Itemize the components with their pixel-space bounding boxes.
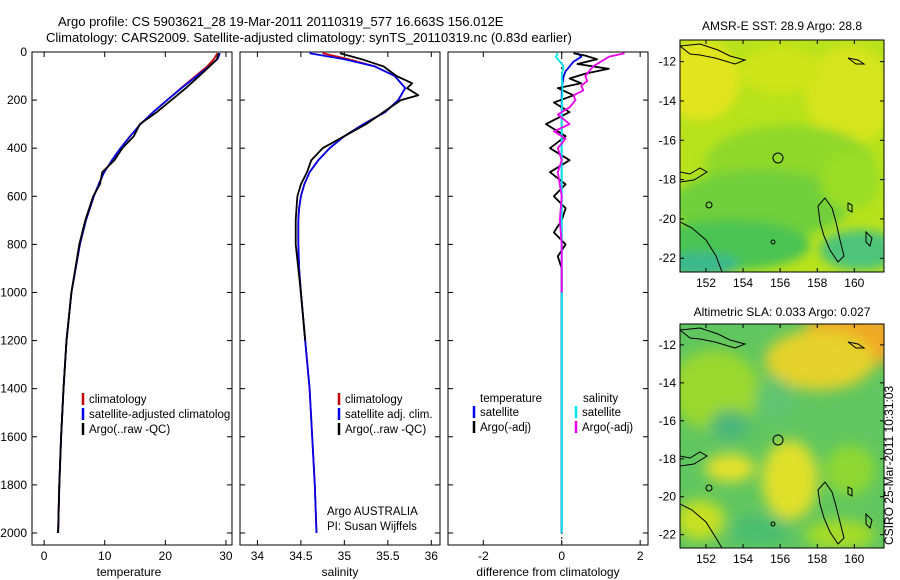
depth-tick-label: 1800 [0, 478, 27, 492]
difference-xlabel: difference from climatology [476, 565, 619, 579]
depth-tick-label: 1000 [0, 285, 27, 299]
x-tick-label: 35 [338, 549, 352, 563]
series-line-salinity-argo-adj- [553, 52, 625, 293]
series-line-salinity-satellite [554, 52, 565, 533]
legend-label-temp-satellite: satellite [480, 407, 519, 419]
depth-axis-ticks: 0 200 400 600 800 1000 1200 1400 1600 1800 2000 [0, 45, 648, 540]
legend-header-salinity: salinity [583, 393, 618, 405]
map-y-tick-label: -20 [659, 212, 677, 226]
map-y-tick-label: -16 [659, 414, 677, 428]
legend-label-sal-argo: Argo(-adj) [582, 422, 633, 434]
series-line-temperature-argo-adj- [545, 52, 610, 533]
figure-title-line2: Climatology: CARS2009. Satellite-adjuste… [46, 30, 572, 45]
temperature-legend: climatology satellite-adjusted climatolo… [81, 393, 230, 436]
map-x-tick-label: 160 [844, 552, 864, 566]
x-tick-label: 2 [637, 549, 644, 563]
depth-tick-label: 2000 [0, 526, 27, 540]
x-tick-label: 30 [219, 549, 233, 563]
argo-program-annotation: Argo AUSTRALIA [327, 506, 418, 518]
legend-label-argo: Argo(..raw -QC) [345, 424, 426, 436]
x-tick-label: 10 [98, 549, 112, 563]
sst-float-marker [772, 152, 784, 164]
x-tick-label: 0 [41, 549, 48, 563]
map-y-tick-label: -12 [659, 55, 677, 69]
pi-annotation: PI: Susan Wijffels [327, 521, 417, 533]
sla-float-marker [772, 434, 784, 446]
legend-label-sal-satellite: satellite [582, 407, 621, 419]
map-x-tick-label: 158 [807, 276, 827, 290]
map-x-tick-label: 158 [807, 552, 827, 566]
difference-panel: -2 0 2 difference from climatology tempera… [447, 51, 649, 579]
series-line-temperature-satellite [560, 52, 583, 533]
depth-tick-label: 400 [7, 141, 27, 155]
legend-label-satellite-adj: satellite adj. clim. [345, 409, 433, 421]
salinity-axes-frame [239, 51, 441, 546]
temperature-panel: 0 10 20 30 temperature climatology satellit… [31, 51, 233, 579]
map-x-tick-label: 154 [733, 276, 753, 290]
depth-tick-label: 800 [7, 237, 27, 251]
depth-tick-label: 600 [7, 189, 27, 203]
map-y-tick-label: -12 [659, 338, 677, 352]
depth-tick-label: 1200 [0, 334, 27, 348]
legend-label-satellite-adjusted: satellite-adjusted climatolog [89, 409, 230, 421]
series-line-argo-raw-qc- [294, 52, 420, 341]
map-x-tick-label: 156 [770, 552, 790, 566]
depth-tick-label: 0 [20, 45, 27, 59]
x-tick-label: -2 [478, 549, 489, 563]
sla-map-ticks: 152 154 156 158 160 -12 -14 -16 -18 -20 -22 [659, 324, 884, 566]
salinity-legend: climatology satellite adj. clim. Argo(..… [337, 393, 433, 436]
x-tick-label: 34 [251, 549, 265, 563]
legend-header-temperature: temperature [480, 393, 542, 405]
credit-stamp: CSIRO 25-Mar-2011 10:31:03 [882, 385, 896, 545]
series-line-climatology [57, 52, 219, 534]
sla-field [680, 324, 884, 548]
depth-tick-label: 200 [7, 93, 27, 107]
sla-map-panel: Altimetric SLA: 0.033 Argo: 0.027 [659, 305, 885, 566]
map-y-tick-label: -22 [659, 251, 677, 265]
legend-label-climatology: climatology [345, 394, 403, 406]
map-y-tick-label: -22 [659, 528, 677, 542]
depth-tick-label: 1600 [0, 430, 27, 444]
salinity-panel: 34 34.5 35 35.5 36 salinity climatology sate… [239, 51, 441, 579]
temperature-xlabel: temperature [97, 565, 162, 579]
figure-title-line1: Argo profile: CS 5903621_28 19-Mar-2011 … [58, 14, 504, 29]
sst-map-title: AMSR-E SST: 28.9 Argo: 28.8 [702, 19, 862, 33]
map-y-tick-label: -14 [659, 94, 677, 108]
legend-label-climatology: climatology [89, 394, 147, 406]
sst-coastlines [680, 43, 873, 272]
map-x-tick-label: 152 [696, 552, 716, 566]
sla-map-title: Altimetric SLA: 0.033 Argo: 0.027 [694, 305, 871, 319]
map-y-tick-label: -20 [659, 490, 677, 504]
series-line-satellite-adj-clim- [297, 52, 407, 534]
temperature-axes-frame [31, 51, 233, 546]
x-tick-label: 20 [159, 549, 173, 563]
map-y-tick-label: -16 [659, 133, 677, 147]
x-tick-label: 35.5 [376, 549, 400, 563]
x-tick-label: 34.5 [289, 549, 313, 563]
salinity-xlabel: salinity [322, 565, 359, 579]
depth-tick-label: 1400 [0, 382, 27, 396]
legend-label-argo: Argo(..raw -QC) [89, 424, 170, 436]
sst-map-panel: AMSR-E SST: 28.9 Argo: 28.8 [659, 19, 885, 290]
map-y-tick-label: -18 [659, 452, 677, 466]
map-y-tick-label: -14 [659, 376, 677, 390]
difference-axes-frame [447, 51, 649, 546]
map-x-tick-label: 154 [733, 552, 753, 566]
map-y-tick-label: -18 [659, 173, 677, 187]
difference-legend: temperature salinity satellite Argo(-adj… [472, 393, 633, 434]
map-x-tick-label: 156 [770, 276, 790, 290]
map-x-tick-label: 160 [844, 276, 864, 290]
map-x-tick-label: 152 [696, 276, 716, 290]
sst-field [680, 40, 884, 272]
series-line-argo-raw-qc- [57, 52, 220, 534]
sla-coastlines [680, 327, 873, 548]
x-tick-label: 36 [425, 549, 439, 563]
legend-label-temp-argo: Argo(-adj) [480, 422, 531, 434]
x-tick-label: 0 [558, 549, 565, 563]
sst-map-ticks: 152 154 156 158 160 -12 -14 -16 -18 -20 -22 [659, 40, 884, 290]
